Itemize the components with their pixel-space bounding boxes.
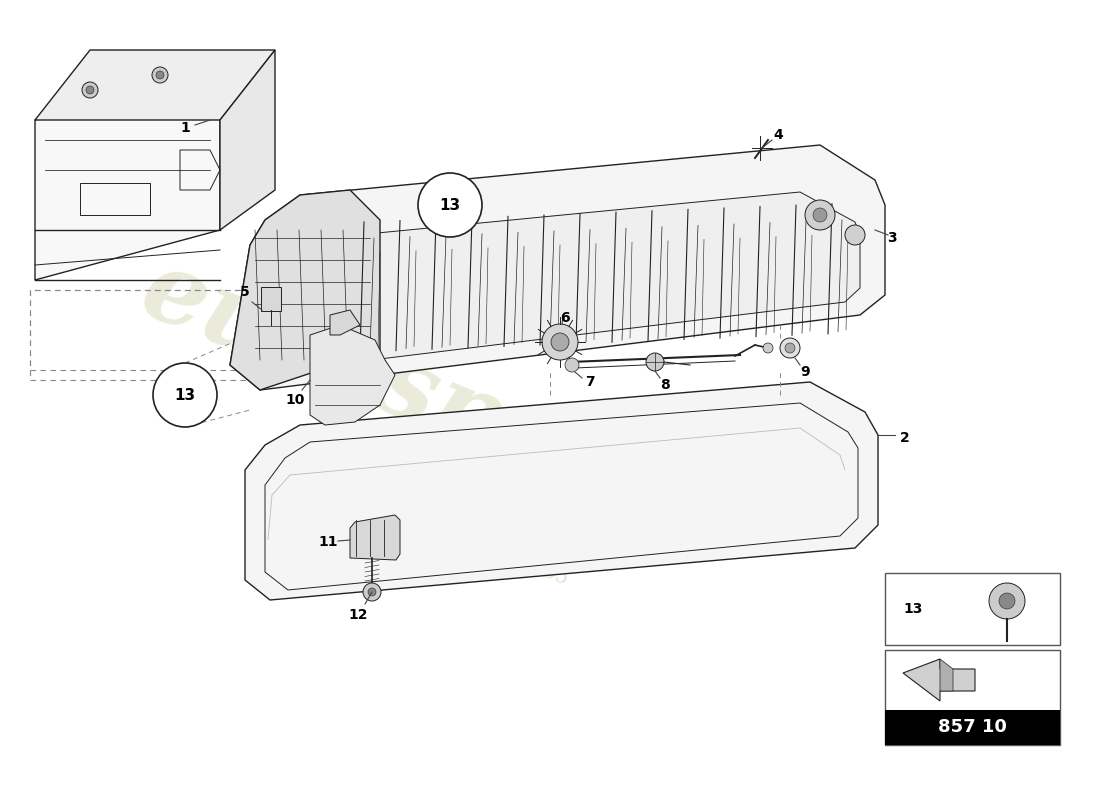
Text: 2: 2	[900, 431, 910, 445]
Polygon shape	[35, 50, 275, 120]
Text: 7: 7	[585, 375, 595, 389]
Polygon shape	[310, 325, 395, 425]
Circle shape	[368, 588, 376, 596]
Text: 4: 4	[773, 128, 783, 142]
Circle shape	[153, 363, 217, 427]
Text: 6: 6	[560, 311, 570, 325]
Polygon shape	[35, 70, 220, 280]
Circle shape	[156, 71, 164, 79]
Text: 12: 12	[349, 608, 367, 622]
Circle shape	[86, 86, 94, 94]
FancyBboxPatch shape	[886, 650, 1060, 745]
Circle shape	[551, 333, 569, 351]
FancyBboxPatch shape	[886, 710, 1060, 745]
Text: 5: 5	[240, 285, 250, 299]
Circle shape	[418, 173, 482, 237]
Text: 3: 3	[888, 231, 896, 245]
Polygon shape	[230, 190, 380, 390]
Circle shape	[785, 343, 795, 353]
Polygon shape	[330, 310, 360, 335]
Circle shape	[646, 353, 664, 371]
Polygon shape	[230, 145, 886, 390]
Text: 9: 9	[800, 365, 810, 379]
Polygon shape	[220, 50, 275, 230]
Circle shape	[999, 593, 1015, 609]
Bar	[30, 290, 260, 370]
FancyBboxPatch shape	[261, 287, 280, 311]
Circle shape	[363, 583, 381, 601]
Polygon shape	[903, 659, 975, 701]
Text: 13: 13	[175, 387, 196, 402]
Text: 1: 1	[180, 121, 190, 135]
Circle shape	[845, 225, 865, 245]
Circle shape	[542, 324, 578, 360]
FancyBboxPatch shape	[886, 573, 1060, 645]
Polygon shape	[245, 382, 878, 600]
Text: 8: 8	[660, 378, 670, 392]
Circle shape	[989, 583, 1025, 619]
Text: 10: 10	[285, 393, 305, 407]
Polygon shape	[940, 659, 953, 691]
Circle shape	[152, 67, 168, 83]
Text: 13: 13	[439, 198, 461, 213]
Polygon shape	[350, 515, 400, 560]
Text: 11: 11	[318, 535, 338, 549]
Circle shape	[565, 358, 579, 372]
Bar	[30, 290, 280, 380]
Polygon shape	[275, 192, 860, 370]
Text: 857 10: 857 10	[938, 718, 1006, 737]
Circle shape	[813, 208, 827, 222]
Circle shape	[805, 200, 835, 230]
Text: 13: 13	[903, 602, 923, 616]
Circle shape	[763, 343, 773, 353]
Circle shape	[82, 82, 98, 98]
Circle shape	[780, 338, 800, 358]
Text: a passion for parts since 1985: a passion for parts since 1985	[268, 451, 572, 589]
Text: eurospec: eurospec	[128, 241, 632, 519]
